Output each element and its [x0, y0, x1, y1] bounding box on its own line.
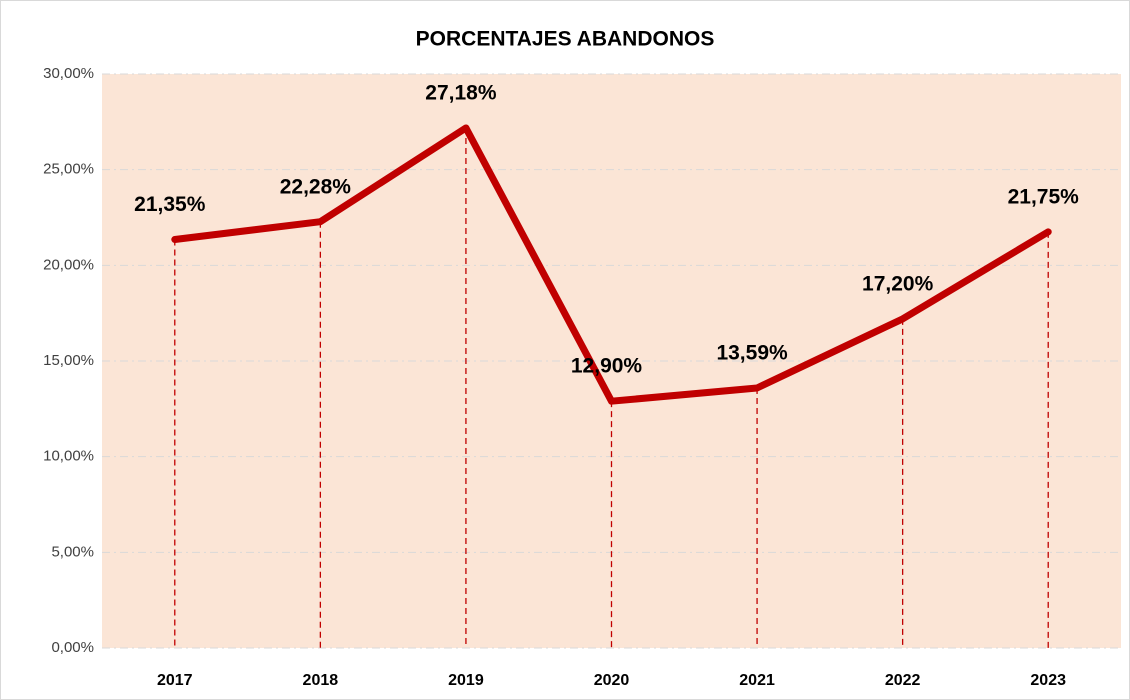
- data-label: 13,59%: [716, 342, 788, 365]
- x-tick-label: 2018: [303, 672, 339, 689]
- x-tick-label: 2023: [1030, 672, 1066, 689]
- x-tick-label: 2021: [739, 672, 775, 689]
- y-tick-label: 30,00%: [43, 65, 94, 82]
- y-tick-label: 15,00%: [43, 352, 94, 369]
- data-label: 27,18%: [425, 82, 497, 105]
- x-tick-label: 2020: [594, 672, 630, 689]
- y-tick-label: 20,00%: [43, 256, 94, 273]
- chart-title: PORCENTAJES ABANDONOS: [416, 28, 715, 51]
- y-tick-label: 5,00%: [51, 543, 94, 560]
- data-label: 22,28%: [280, 175, 352, 198]
- data-label: 17,20%: [862, 272, 934, 295]
- data-label: 12,90%: [571, 355, 643, 378]
- data-line: [171, 124, 1052, 405]
- y-tick-label: 0,00%: [51, 639, 94, 656]
- data-label: 21,75%: [1008, 185, 1080, 208]
- y-tick-label: 25,00%: [43, 161, 94, 178]
- x-tick-label: 2022: [885, 672, 921, 689]
- x-tick-label: 2017: [157, 672, 193, 689]
- data-label: 21,35%: [134, 193, 206, 216]
- x-tick-label: 2019: [448, 672, 484, 689]
- y-tick-label: 10,00%: [43, 448, 94, 465]
